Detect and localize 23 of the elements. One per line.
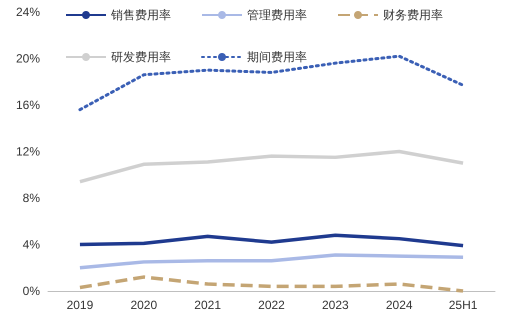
y-tick-label: 8%: [22, 191, 40, 205]
x-tick-label: 2023: [322, 298, 350, 312]
y-tick-label: 24%: [16, 5, 40, 19]
line-series: [78, 233, 465, 248]
line-series: [78, 253, 465, 270]
line-series: [78, 150, 465, 184]
x-tick-label: 2020: [130, 298, 158, 312]
y-tick-label: 0%: [22, 284, 40, 298]
x-tick-label: 2024: [386, 298, 413, 312]
x-tick-label: 2021: [194, 298, 222, 312]
legend-label: 研发费用率: [111, 50, 171, 64]
y-tick-label: 16%: [16, 98, 40, 112]
x-tick-label: 2019: [66, 298, 94, 312]
y-tick-label: 4%: [22, 238, 40, 252]
x-tick-label: 2022: [258, 298, 286, 312]
legend-label: 财务费用率: [383, 8, 443, 22]
x-tick-label: 25H1: [448, 298, 478, 312]
legend-label: 期间费用率: [247, 50, 307, 64]
legend-label: 销售费用率: [110, 8, 171, 22]
y-tick-label: 12%: [16, 144, 40, 158]
legend-label: 管理费用率: [247, 8, 307, 22]
y-tick-label: 20%: [16, 52, 40, 66]
line-series: [78, 275, 465, 293]
